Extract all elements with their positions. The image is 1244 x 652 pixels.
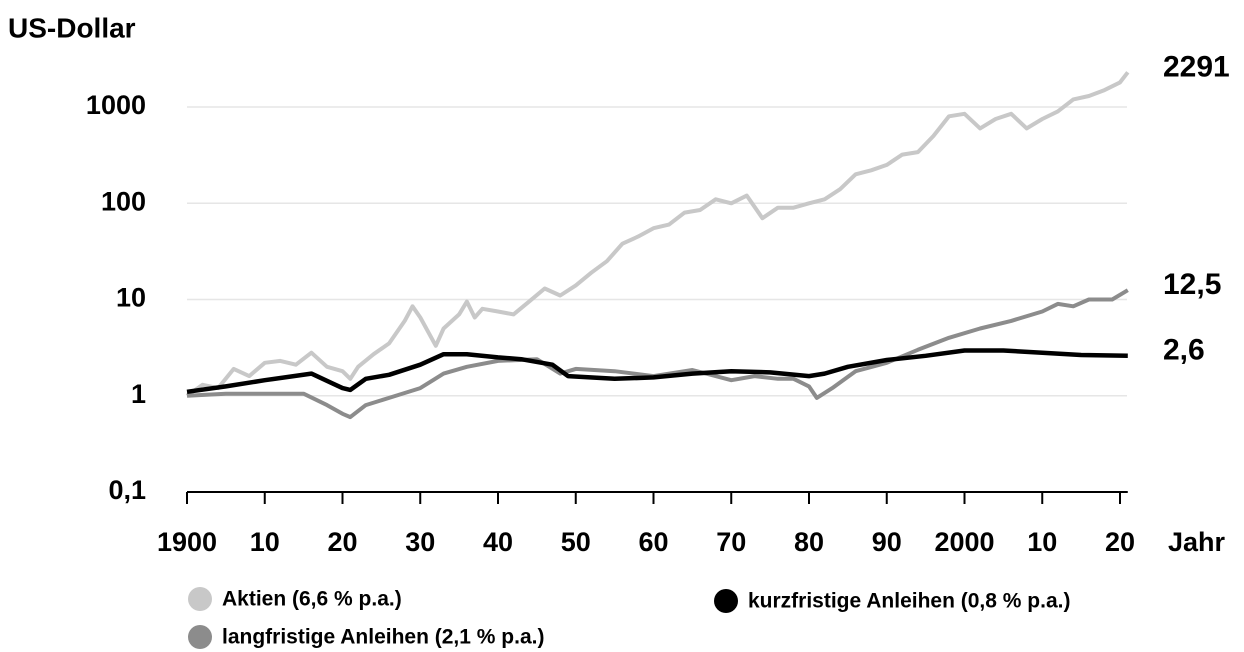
x-tick-label: 50 <box>561 527 591 557</box>
x-tick-label: 1900 <box>157 527 217 557</box>
line-series <box>186 288 1129 420</box>
x-tick-label: 30 <box>405 527 435 557</box>
x-tick-label: 2000 <box>934 527 994 557</box>
end-label: 2291 <box>1163 50 1230 83</box>
legend-label: langfristige Anleihen (2,1 % p.a.) <box>222 626 544 649</box>
line-series <box>186 348 1128 395</box>
legend-marker <box>714 589 738 613</box>
x-tick-label: 70 <box>716 527 746 557</box>
x-tick-label: 40 <box>483 527 513 557</box>
y-tick-label: 10 <box>116 283 146 313</box>
end-label: 12,5 <box>1163 268 1221 301</box>
y-tick-label: 1 <box>131 379 146 409</box>
y-tick-label: 1000 <box>86 90 146 120</box>
y-axis-label: US-Dollar <box>8 12 136 43</box>
x-tick-label: 80 <box>794 527 824 557</box>
x-tick-label: 20 <box>1105 527 1135 557</box>
y-tick-label: 100 <box>101 186 146 216</box>
x-tick-label: 20 <box>327 527 357 557</box>
end-label: 2,6 <box>1163 334 1205 367</box>
line-series <box>185 71 1130 398</box>
y-tick-label: 0,1 <box>108 475 146 505</box>
legend-marker <box>188 587 212 611</box>
legend-label: kurzfristige Anleihen (0,8 % p.a.) <box>748 590 1070 613</box>
x-tick-label: 10 <box>250 527 280 557</box>
x-axis-label: Jahr <box>1168 527 1226 557</box>
x-tick-label: 60 <box>638 527 668 557</box>
x-tick-label: 90 <box>872 527 902 557</box>
legend-label: Aktien (6,6 % p.a.) <box>222 588 402 611</box>
legend-marker <box>188 625 212 649</box>
x-tick-label: 10 <box>1027 527 1057 557</box>
